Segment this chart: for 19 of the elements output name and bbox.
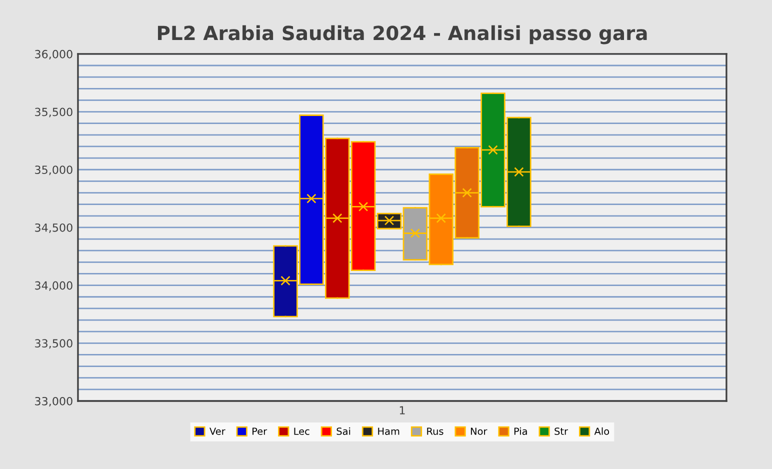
chart-title: PL2 Arabia Saudita 2024 - Analisi passo gara: [158, 25, 647, 44]
y-tick-label: 33,500: [35, 339, 72, 349]
y-tick-label: 35,000: [35, 166, 72, 176]
y-tick-label: 35,500: [35, 108, 72, 118]
legend-label: Pia: [514, 427, 527, 435]
legend-label: Lec: [294, 428, 310, 435]
legend-label: Per: [252, 428, 268, 435]
legend-label: Nor: [470, 428, 488, 435]
y-tick-label: 36,000: [35, 50, 72, 60]
legend-label: Str: [554, 428, 568, 435]
legend-label: Ham: [378, 428, 400, 435]
legend-label: Alo: [594, 427, 610, 435]
y-tick-label: 34,000: [35, 281, 72, 291]
legend-label: Rus: [427, 428, 444, 435]
legend-label: Ver: [210, 428, 226, 435]
y-tick-label: 33,000: [35, 396, 72, 407]
legend-label: Sai: [336, 427, 350, 435]
y-tick-label: 34,500: [35, 223, 72, 233]
x-tick-label: 1: [400, 406, 405, 414]
